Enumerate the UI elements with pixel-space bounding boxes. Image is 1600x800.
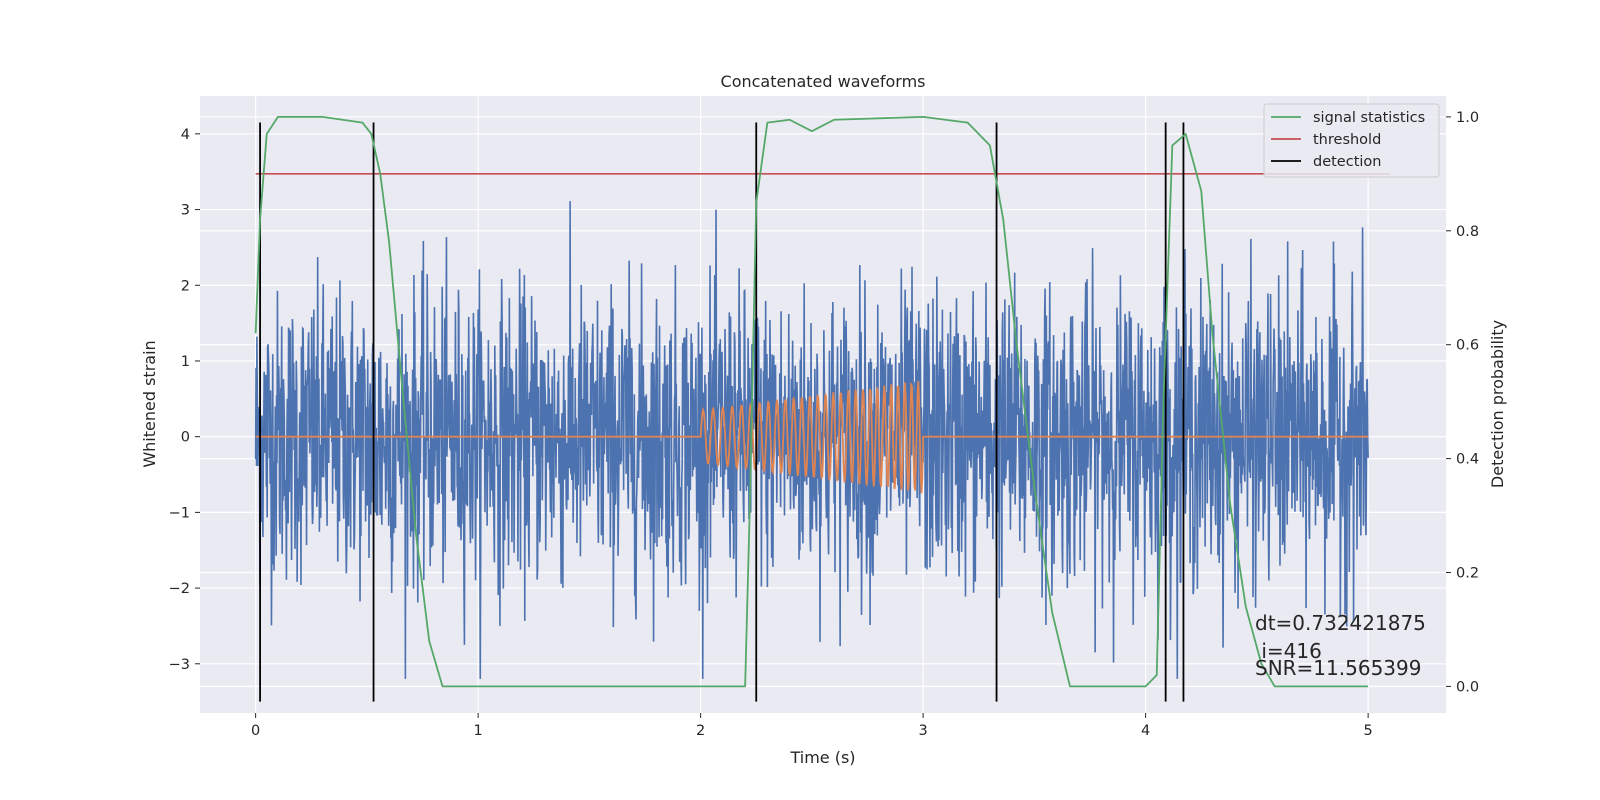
x-tick-label: 4 [1141, 723, 1150, 739]
x-tick-label: 5 [1364, 723, 1373, 739]
legend-box [1263, 103, 1440, 178]
x-tick-label: 2 [696, 723, 705, 739]
y-right-tick-label: 1.0 [1456, 110, 1479, 126]
legend-label-signal-statistics: signal statistics [1313, 110, 1425, 126]
y-tick-label: 2 [181, 278, 190, 294]
x-axis-title: Time (s) [789, 748, 855, 767]
y-tick-label: −3 [169, 657, 190, 673]
y-right-tick-label: 0.8 [1456, 224, 1479, 240]
legend-label-detection: detection [1313, 154, 1381, 170]
legend: signal statistics threshold detection [1263, 103, 1440, 178]
x-tick-label: 1 [474, 723, 483, 739]
axes: 0 1 2 3 4 5 4 3 2 1 0 −1 −2 −3 1.0 0.8 0.6 0.4 0.2 0.0 [169, 110, 1479, 739]
y-right-tick-label: 0.2 [1456, 566, 1479, 582]
y-right-tick-label: 0.0 [1456, 679, 1479, 695]
y-right-tick-label: 0.6 [1456, 338, 1479, 354]
y-tick-label: 3 [181, 203, 190, 219]
annotation-dt: dt=0.732421875 [1255, 611, 1426, 635]
plot-area [254, 116, 1391, 702]
signal-statistics-line [254, 116, 1369, 688]
y-tick-label: 0 [181, 430, 190, 446]
x-tick-label: 3 [919, 723, 928, 739]
legend-label-threshold: threshold [1313, 132, 1381, 148]
y-tick-label: 4 [181, 127, 190, 143]
y-right-axis-title: Detection probability [1488, 320, 1507, 488]
x-tick-label: 0 [251, 723, 260, 739]
y-tick-label: −1 [169, 505, 190, 521]
y-tick-label: 1 [181, 354, 190, 370]
annotation-index: i=416 [1255, 639, 1322, 663]
annotation-snr: SNR=11.565399 [1255, 656, 1421, 680]
y-tick-label: −2 [169, 581, 190, 597]
chart-title: Concatenated waveforms [721, 72, 926, 91]
y-axis-title: Whitened strain [140, 340, 159, 467]
y-right-tick-label: 0.4 [1456, 452, 1479, 468]
